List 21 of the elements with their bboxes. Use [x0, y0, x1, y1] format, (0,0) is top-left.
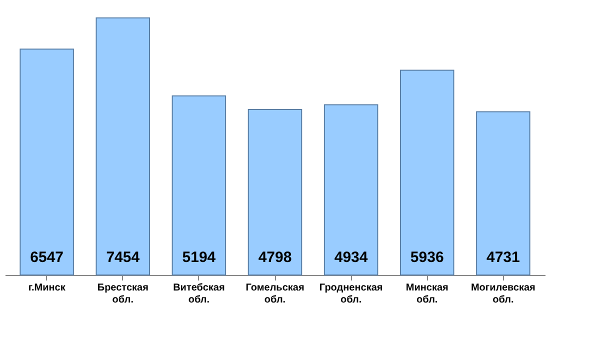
data-label: 4934	[334, 249, 368, 266]
bar	[20, 48, 74, 276]
bar	[172, 95, 226, 276]
bar	[400, 70, 454, 276]
x-tick-label: Могилевская обл.	[470, 282, 536, 306]
x-tick-label: Минская обл.	[406, 282, 449, 306]
data-label: 7454	[106, 249, 140, 266]
bar	[476, 111, 530, 276]
x-tick-label: Гродненская обл.	[319, 282, 383, 306]
data-label: 5936	[410, 249, 444, 266]
bar	[324, 104, 378, 276]
x-tick-label: Гомельская обл.	[246, 282, 304, 306]
x-tick-label: Брестская обл.	[97, 282, 149, 306]
data-label: 4798	[258, 249, 292, 266]
x-tick-label: Витебская обл.	[173, 282, 225, 306]
bar	[96, 17, 150, 276]
data-label: 6547	[30, 249, 64, 266]
x-tick-label: г.Минск	[28, 282, 66, 294]
data-label: 4731	[486, 249, 520, 266]
data-label: 5194	[182, 249, 216, 266]
bar	[248, 108, 302, 276]
